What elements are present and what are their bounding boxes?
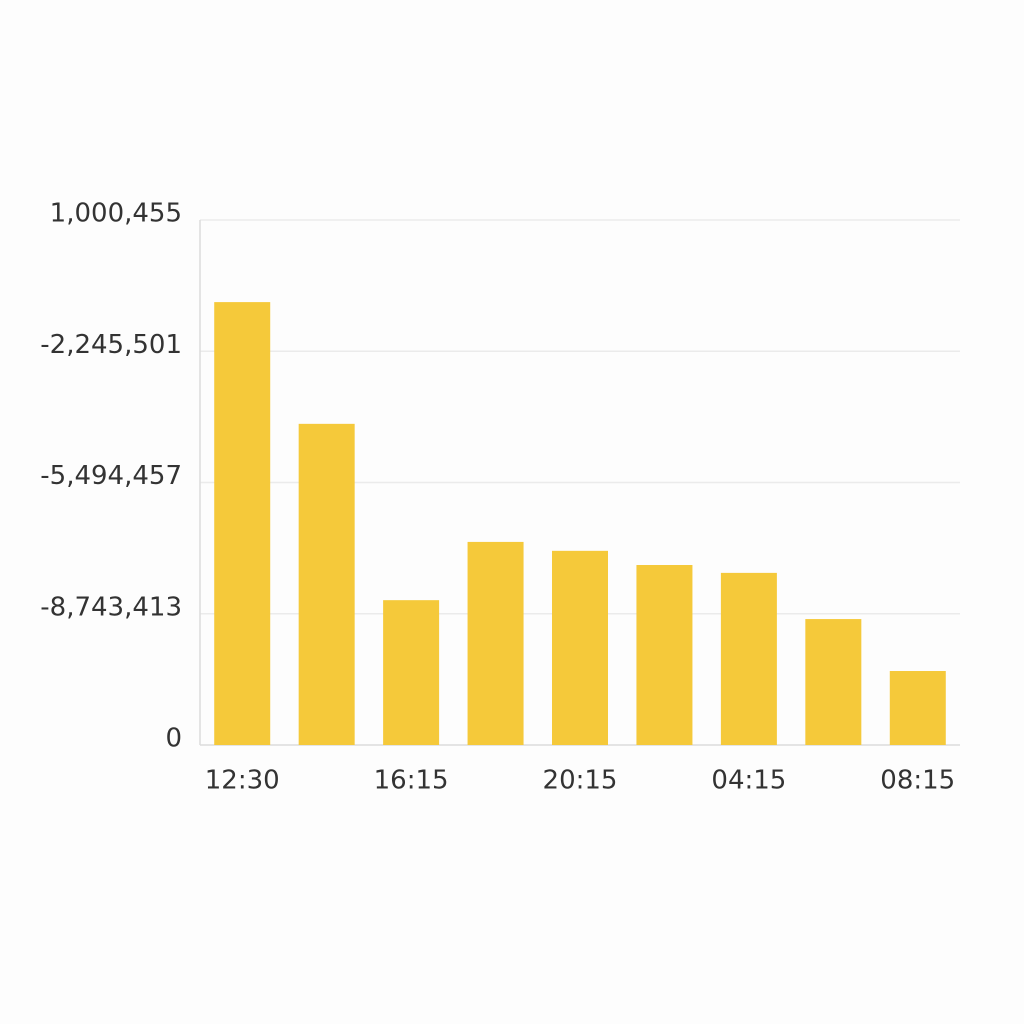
x-tick-label: 16:15: [374, 766, 449, 796]
x-tick-label: 04:15: [711, 766, 786, 796]
x-tick-label: 20:15: [543, 766, 618, 796]
y-tick-label: -5,494,457: [40, 461, 182, 491]
bar: [298, 423, 355, 745]
y-tick-label: -8,743,413: [40, 592, 182, 622]
y-tick-label: 0: [165, 724, 182, 754]
bar: [467, 541, 524, 745]
bar: [636, 565, 693, 745]
bar: [383, 600, 440, 745]
bar: [805, 619, 862, 745]
x-tick-label: 08:15: [880, 766, 955, 796]
y-tick-label: -2,245,501: [40, 330, 182, 360]
y-tick-label: 1,000,455: [50, 199, 182, 229]
bar: [720, 572, 777, 745]
bar: [552, 550, 608, 745]
bar: [214, 302, 271, 745]
x-tick-label: 12:30: [205, 766, 280, 796]
bar: [889, 671, 946, 745]
